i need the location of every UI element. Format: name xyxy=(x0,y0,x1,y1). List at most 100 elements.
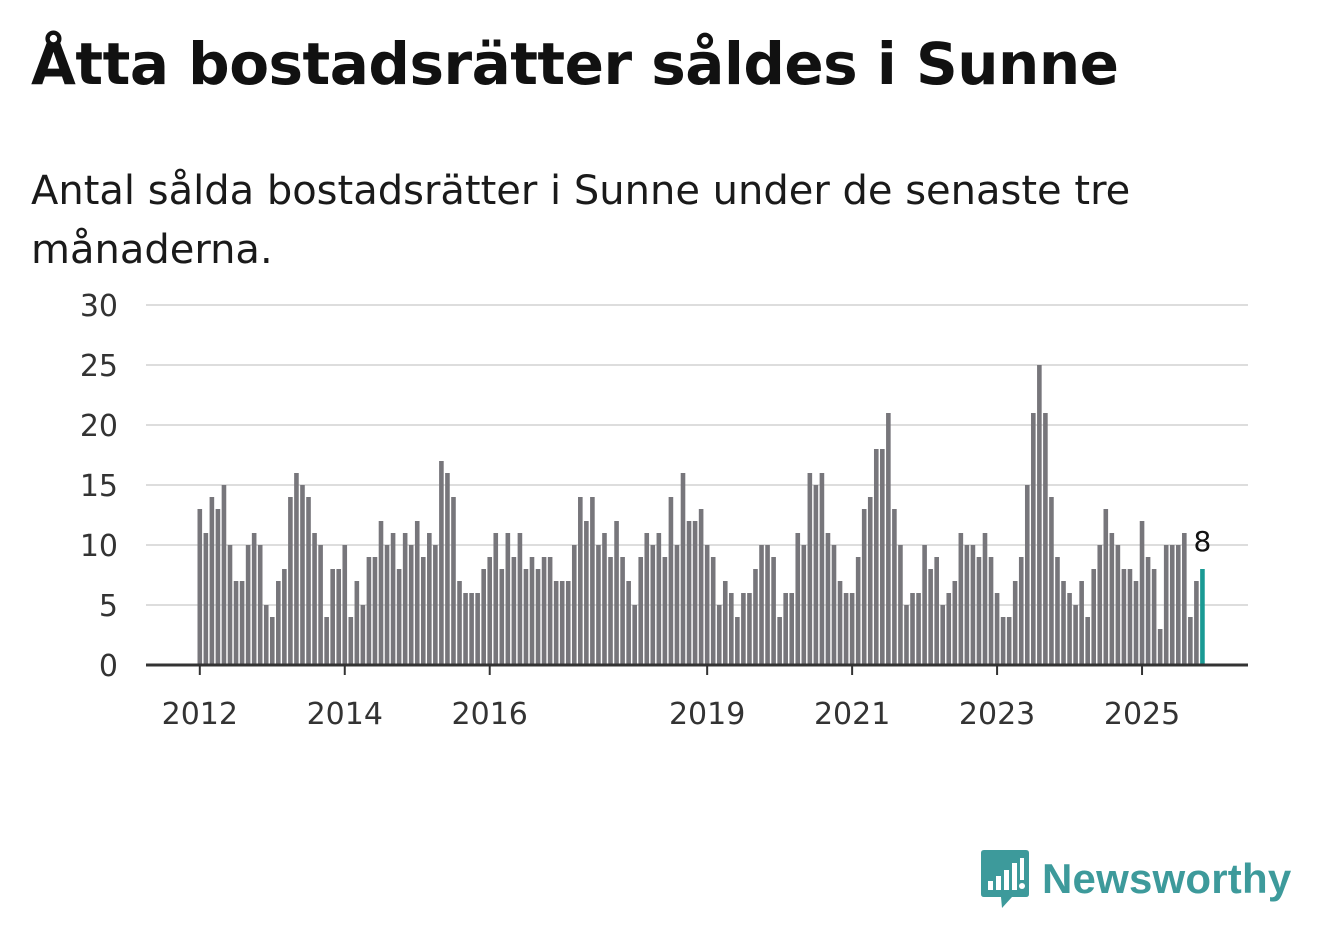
bar xyxy=(463,593,468,665)
bar xyxy=(1085,617,1090,665)
bar xyxy=(1012,581,1018,665)
bar xyxy=(867,497,873,665)
bar xyxy=(729,593,734,665)
bar xyxy=(1127,569,1133,665)
page-title: Åtta bostadsrätter såldes i Sunne xyxy=(31,30,1119,98)
bar xyxy=(390,533,396,665)
bar xyxy=(493,533,499,665)
bar xyxy=(849,593,855,665)
bar xyxy=(602,533,607,665)
bar xyxy=(722,581,728,665)
y-tick-label: 25 xyxy=(80,349,118,384)
bar xyxy=(215,509,221,665)
bar xyxy=(831,545,837,665)
bar xyxy=(988,557,994,665)
bar xyxy=(692,521,698,665)
bar xyxy=(396,569,402,665)
bar xyxy=(547,557,553,665)
bar xyxy=(517,533,523,665)
bar xyxy=(596,545,601,665)
bar xyxy=(221,485,227,665)
bar xyxy=(644,533,650,665)
bar xyxy=(898,545,903,665)
bar xyxy=(704,545,710,665)
bar xyxy=(475,593,480,665)
bar xyxy=(638,557,644,665)
bar xyxy=(765,545,770,665)
bar xyxy=(928,569,933,665)
bar xyxy=(674,545,680,665)
bar xyxy=(813,485,819,665)
bar xyxy=(777,617,782,665)
bar xyxy=(408,545,414,665)
bar xyxy=(233,581,239,665)
bar xyxy=(904,605,909,665)
bar xyxy=(481,569,486,665)
bar xyxy=(282,569,287,665)
bar xyxy=(276,581,281,665)
bar xyxy=(795,533,801,665)
bar xyxy=(439,461,444,665)
bar xyxy=(650,545,656,665)
bar xyxy=(825,533,831,665)
bar xyxy=(1109,533,1115,665)
bar xyxy=(801,545,807,665)
bar xyxy=(354,581,360,665)
bar xyxy=(245,545,251,665)
bar xyxy=(698,509,704,665)
bar xyxy=(970,545,976,665)
bar xyxy=(1091,569,1097,665)
bar-series xyxy=(197,365,1205,665)
bar xyxy=(288,497,293,665)
bar xyxy=(1151,569,1157,665)
bar xyxy=(197,509,203,665)
bar xyxy=(535,569,541,665)
x-tick-label: 2014 xyxy=(307,697,383,732)
bar xyxy=(1169,545,1175,665)
bar xyxy=(529,557,535,665)
bar xyxy=(620,557,625,665)
bar xyxy=(819,473,825,665)
chart-subtitle: Antal sålda bostadsrätter i Sunne under … xyxy=(31,168,1131,273)
bar xyxy=(837,581,843,665)
bar xyxy=(1163,545,1169,665)
bar xyxy=(300,485,305,665)
bar xyxy=(880,449,885,665)
bar xyxy=(747,593,752,665)
bar xyxy=(209,497,215,665)
bar xyxy=(318,545,323,665)
bar xyxy=(559,581,565,665)
bar xyxy=(753,569,758,665)
x-tick-label: 2019 xyxy=(669,697,745,732)
bar xyxy=(916,593,921,665)
newsworthy-brand: Newsworthy xyxy=(980,848,1291,910)
bar xyxy=(414,521,420,665)
bar xyxy=(873,449,879,665)
bar xyxy=(263,605,269,665)
bar xyxy=(306,497,311,665)
bar xyxy=(1061,581,1066,665)
bar xyxy=(511,557,517,665)
y-tick-label: 15 xyxy=(80,469,118,504)
bar xyxy=(1055,557,1060,665)
bar xyxy=(1006,617,1012,665)
latest-value-label: 8 xyxy=(1194,525,1212,558)
bar xyxy=(910,593,915,665)
bar xyxy=(360,605,366,665)
brand-name: Newsworthy xyxy=(1042,855,1292,902)
bar xyxy=(251,533,257,665)
bar xyxy=(626,581,631,665)
bar xyxy=(958,533,964,665)
x-tick-label: 2012 xyxy=(162,697,238,732)
bar xyxy=(952,581,958,665)
x-tick-label: 2021 xyxy=(814,697,890,732)
bar xyxy=(294,473,299,665)
bar xyxy=(1157,629,1163,665)
y-tick-label: 30 xyxy=(80,289,118,324)
bar xyxy=(680,473,686,665)
bar xyxy=(994,593,1000,665)
bar xyxy=(366,557,372,665)
bar xyxy=(227,545,233,665)
bar xyxy=(445,473,450,665)
